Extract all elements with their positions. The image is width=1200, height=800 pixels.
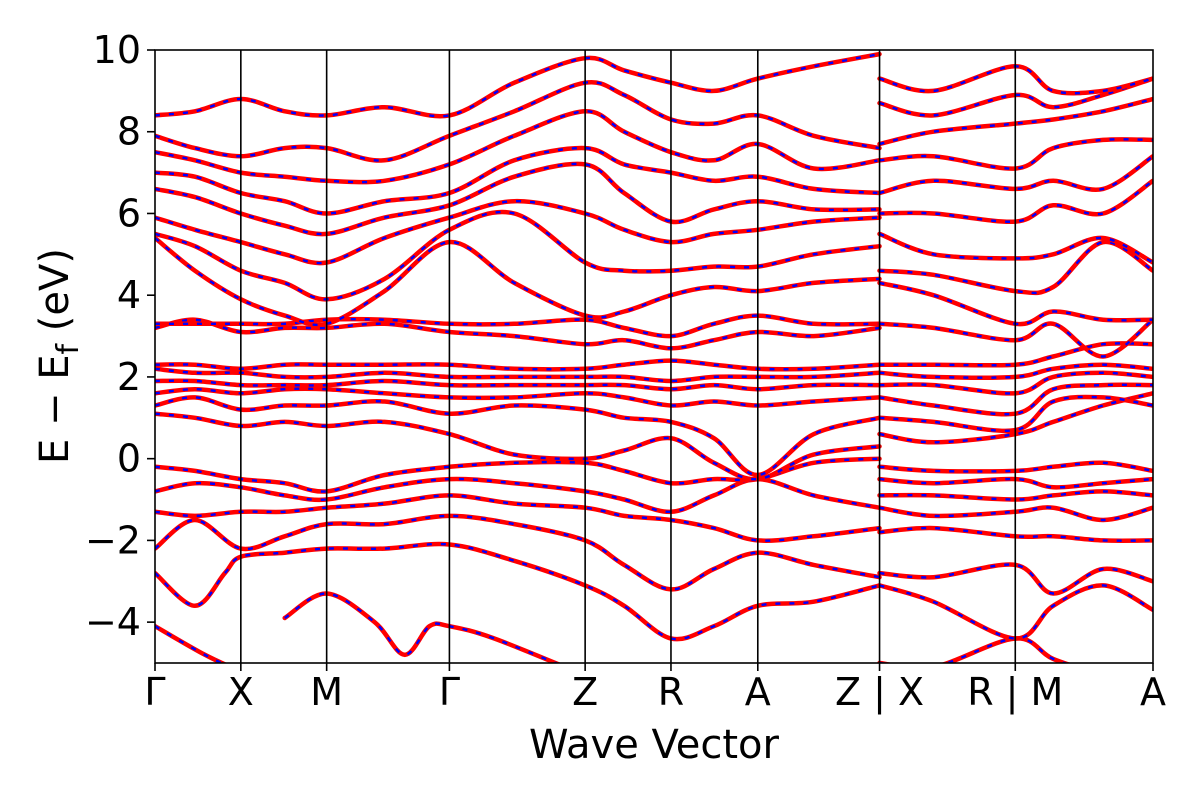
- band-line-blue: [155, 367, 880, 383]
- y-axis-title-unit: (eV): [32, 248, 78, 344]
- band-line-blue: [879, 526, 1153, 542]
- band-line-red: [155, 79, 882, 163]
- x-tick-label: A: [1140, 670, 1166, 714]
- band-line-blue: [879, 506, 1153, 522]
- y-axis-title-subscript: f: [51, 342, 86, 354]
- band-line-blue: [879, 477, 1153, 489]
- x-tick-label: Z | X: [835, 670, 924, 715]
- band-line-blue: [879, 77, 1153, 117]
- band-line-blue: [879, 97, 1153, 146]
- band-line-red: [155, 51, 882, 119]
- band-line-blue: [879, 363, 1153, 379]
- band-line-blue: [155, 162, 880, 236]
- y-tick-label: 0: [117, 437, 141, 481]
- x-tick-label: Γ: [144, 670, 165, 714]
- x-tick-label: Z: [572, 670, 598, 714]
- plot-background: [155, 50, 1153, 663]
- band-line-red: [155, 198, 882, 266]
- band-line-blue: [155, 542, 880, 641]
- x-axis: Γ X M Γ Z R A Z | X R | M A: [144, 663, 1166, 715]
- band-line-blue: [155, 237, 880, 327]
- y-tick-label: 10: [93, 28, 141, 72]
- high-symmetry-lines: [240, 50, 1017, 663]
- y-tick-label: 6: [117, 191, 141, 235]
- y-axis-title-main: E − E: [32, 354, 78, 464]
- band-line-blue: [879, 461, 1153, 473]
- band-line-blue: [879, 240, 1153, 295]
- band-line-blue: [879, 179, 1153, 223]
- x-tick-label: X: [228, 670, 254, 714]
- band-line-red: [155, 623, 228, 663]
- band-line-blue: [155, 387, 880, 407]
- y-tick-label: −4: [85, 600, 141, 644]
- band-line-red: [155, 513, 882, 592]
- y-tick-label: 4: [117, 273, 141, 317]
- band-line-blue: [155, 359, 880, 371]
- band-line-blue: [879, 563, 1153, 595]
- y-tick-label: 2: [117, 355, 141, 399]
- y-tick-label: −2: [85, 518, 141, 562]
- band-line-blue: [879, 342, 1153, 367]
- band-line-blue: [155, 457, 880, 493]
- band-line-red: [282, 591, 562, 663]
- band-line-red: [877, 370, 1153, 396]
- x-tick-label: A: [745, 670, 771, 714]
- band-line-blue: [879, 138, 1153, 170]
- band-line-blue: [155, 396, 880, 477]
- band-line-blue: [879, 155, 1153, 195]
- band-line-blue: [155, 494, 880, 542]
- band-line-blue: [155, 379, 880, 391]
- y-tick-label: 8: [117, 110, 141, 154]
- x-tick-label: R: [658, 670, 684, 714]
- band-line-blue: [155, 314, 880, 338]
- band-line-blue: [879, 232, 1153, 264]
- band-line-red: [877, 280, 1153, 327]
- x-tick-label: M: [310, 670, 343, 714]
- y-axis: −4 −2 0 2 4 6 8 10: [85, 28, 155, 644]
- band-line-blue: [879, 65, 1153, 95]
- band-line-red: [155, 317, 882, 351]
- band-line-red: [155, 145, 882, 216]
- plot-frame: [154, 49, 1154, 664]
- x-tick-label: Γ: [439, 670, 460, 714]
- x-axis-title: Wave Vector: [529, 722, 780, 768]
- band-line-blue: [155, 412, 880, 481]
- band-line-red: [877, 317, 1153, 359]
- band-line-blue: [879, 383, 1153, 416]
- band-line-blue: [879, 392, 1153, 444]
- band-line-red: [155, 109, 882, 185]
- band-line-blue: [879, 490, 1153, 501]
- band-line-blue: [879, 584, 1153, 640]
- x-tick-label: R | M: [967, 670, 1063, 715]
- bands-layer: [155, 51, 1153, 663]
- band-line-blue: [155, 210, 880, 301]
- band-line-blue: [879, 395, 1153, 432]
- y-axis-title: E − Ef (eV): [32, 248, 86, 464]
